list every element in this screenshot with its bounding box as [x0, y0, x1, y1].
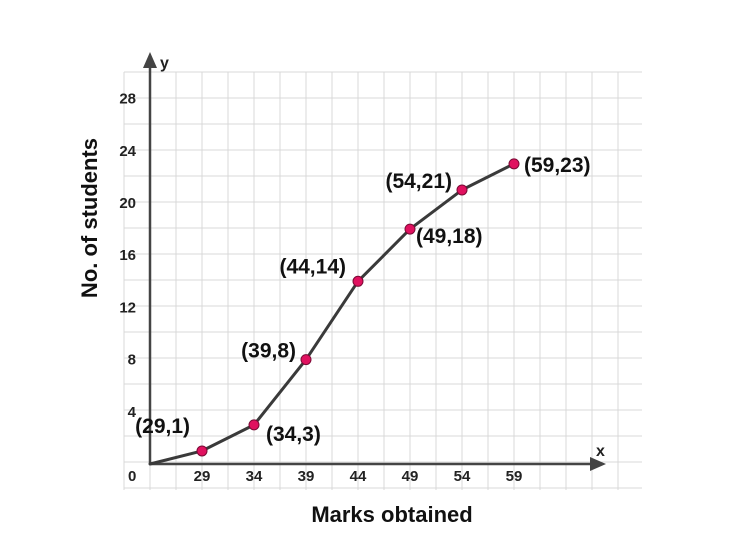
series-line [148, 162, 516, 466]
y-axis-arrow [143, 52, 157, 68]
point-label: (44,14) [279, 255, 346, 278]
point-label: (39,8) [241, 340, 296, 363]
y-tick-label: 4 [128, 404, 137, 421]
y-axis-title: No. of students [77, 138, 102, 298]
x-tick-label: 34 [246, 468, 263, 485]
x-axis-title: Marks obtained [311, 502, 472, 527]
data-points [196, 158, 520, 457]
x-tick-label: 49 [402, 468, 419, 485]
x-tick-label: 29 [194, 468, 211, 485]
x-tick-label: 39 [298, 468, 315, 485]
y-tick-label: 12 [119, 299, 136, 316]
point-labels: (29,1) (34,3) (39,8) (44,14) (49,18) (54,21) (… [135, 154, 590, 446]
origin-label: 0 [128, 468, 136, 485]
data-point [404, 223, 416, 235]
x-tick-label: 44 [350, 468, 367, 485]
data-point [352, 275, 364, 287]
point-label: (59,23) [524, 154, 591, 177]
x-axis-letter: x [596, 443, 605, 460]
point-label: (49,18) [416, 225, 483, 248]
y-axis-letter: y [160, 55, 169, 72]
y-tick-label: 28 [119, 91, 136, 108]
data-point [508, 158, 520, 170]
x-tick-labels: 29 34 39 44 49 54 59 [194, 468, 523, 485]
point-label: (29,1) [135, 415, 190, 438]
axes [143, 52, 606, 471]
x-tick-label: 54 [454, 468, 471, 485]
x-axis-arrow [590, 457, 606, 471]
point-label: (34,3) [266, 423, 321, 446]
data-point [248, 419, 260, 431]
data-point [456, 184, 468, 196]
x-tick-label: 59 [506, 468, 523, 485]
data-point [196, 445, 208, 457]
y-tick-label: 20 [119, 195, 136, 212]
y-tick-label: 16 [119, 247, 136, 264]
y-tick-label: 8 [128, 352, 136, 369]
point-label: (54,21) [385, 170, 452, 193]
data-point [300, 354, 312, 366]
y-tick-labels: 4 8 12 16 20 24 28 [119, 91, 136, 421]
grid [123, 71, 642, 490]
y-tick-label: 24 [119, 143, 136, 160]
